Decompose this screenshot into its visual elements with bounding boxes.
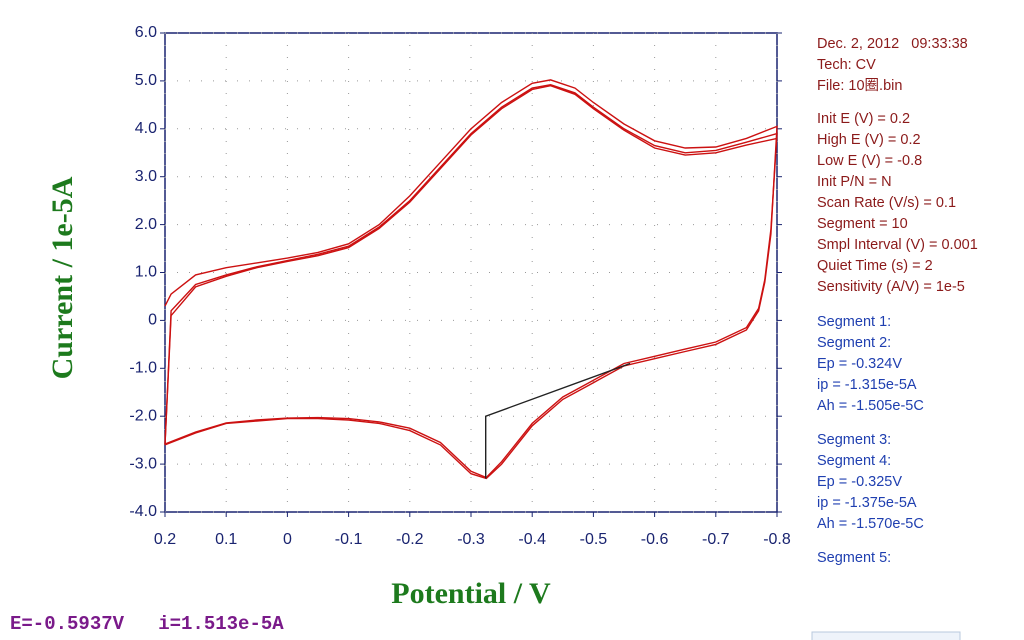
- series-line: [164, 84, 778, 445]
- result: Ah = -1.570e-5C: [817, 516, 924, 532]
- y-tick-label: -2.0: [129, 407, 157, 424]
- parameter: Smpl Interval (V) = 0.001: [817, 237, 978, 253]
- y-tick-label: 4.0: [135, 120, 157, 137]
- x-tick-label: 0.2: [154, 531, 176, 548]
- y-tick-label: 2.0: [135, 216, 157, 233]
- result: Ep = -0.324V: [817, 356, 902, 372]
- result: Ah = -1.505e-5C: [817, 398, 924, 414]
- y-tick-label: -4.0: [129, 503, 157, 520]
- series-line: [485, 362, 631, 479]
- parameter: Sensitivity (A/V) = 1e-5: [817, 279, 965, 295]
- y-tick-label: -3.0: [129, 455, 157, 472]
- x-axis-label: Potential / V: [391, 577, 551, 610]
- x-tick-label: -0.2: [396, 531, 424, 548]
- parameter: Init P/N = N: [817, 174, 892, 190]
- info-line: File: 10圈.bin: [817, 78, 902, 94]
- parameter: Init E (V) = 0.2: [817, 111, 910, 127]
- y-tick-label: 5.0: [135, 72, 157, 89]
- result: Segment 1:: [817, 314, 891, 330]
- result: ip = -1.375e-5A: [817, 495, 917, 511]
- result: Segment 3:: [817, 432, 891, 448]
- info-line: Tech: CV: [817, 57, 876, 73]
- x-tick-label: -0.5: [580, 531, 608, 548]
- result: Segment 4:: [817, 453, 891, 469]
- scrollbar: [811, 631, 961, 640]
- parameter: Quiet Time (s) = 2: [817, 258, 933, 274]
- y-axis-label: Current / 1e-5A: [46, 176, 79, 379]
- x-tick-label: -0.8: [763, 531, 791, 548]
- y-tick-label: -1.0: [129, 360, 157, 377]
- x-tick-label: -0.6: [641, 531, 669, 548]
- x-tick-label: -0.3: [457, 531, 485, 548]
- result: Ep = -0.325V: [817, 474, 902, 490]
- series-line: [164, 83, 778, 479]
- status-bar: E=-0.5937V i=1.513e-5A: [10, 613, 284, 635]
- x-tick-label: -0.7: [702, 531, 730, 548]
- y-tick-label: 3.0: [135, 168, 157, 185]
- parameter: Low E (V) = -0.8: [817, 153, 922, 169]
- result: Segment 5:: [817, 550, 891, 566]
- y-tick-label: 0: [148, 312, 157, 329]
- x-tick-label: 0: [283, 531, 292, 548]
- y-tick-label: 1.0: [135, 264, 157, 281]
- parameter: Segment = 10: [817, 216, 908, 232]
- x-tick-label: 0.1: [215, 531, 237, 548]
- x-tick-label: -0.1: [335, 531, 363, 548]
- info-line: Dec. 2, 2012 09:33:38: [817, 36, 968, 52]
- y-tick-label: 6.0: [135, 24, 157, 41]
- result: ip = -1.315e-5A: [817, 377, 917, 393]
- parameter: High E (V) = 0.2: [817, 132, 921, 148]
- parameter: Scan Rate (V/s) = 0.1: [817, 195, 956, 211]
- result: Segment 2:: [817, 335, 891, 351]
- x-tick-label: -0.4: [518, 531, 546, 548]
